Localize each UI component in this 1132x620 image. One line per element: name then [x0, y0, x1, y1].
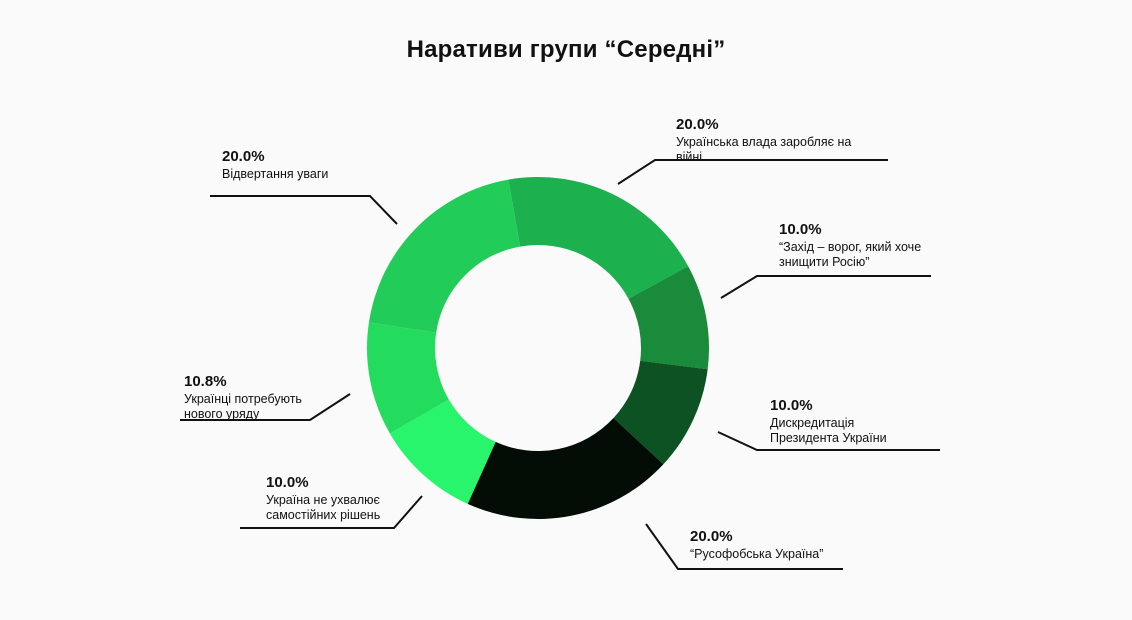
- leader-line-5: [240, 495, 423, 529]
- leader-line-2: [720, 275, 931, 299]
- slice-label-7: 20.0% Відвертання уваги: [222, 148, 328, 182]
- leader-line-1: [617, 159, 888, 185]
- leader-line-3: [717, 431, 940, 451]
- chart-title: Наративи групи “Середні”: [406, 36, 726, 63]
- slice-percent-label: 10.0%: [266, 474, 309, 491]
- slice-category-label: Президента України: [770, 431, 887, 445]
- slice-category-label: “Русофобська Україна”: [690, 547, 824, 561]
- leader-line-6: [180, 393, 351, 421]
- slice-label-5: 10.0% Україна не ухвалює самостійних рішен…: [266, 474, 380, 523]
- slice-label-3: 10.0% Дискредитація Президента України: [770, 397, 887, 446]
- slice-category-label: нового уряду: [184, 407, 260, 421]
- slice-percent-label: 20.0%: [676, 116, 719, 133]
- slice-label-2: 10.0% “Захід – ворог, який хоче знищити Ро…: [779, 221, 921, 270]
- slice-category-label: Дискредитація: [770, 416, 855, 430]
- slice-percent-label: 20.0%: [222, 148, 265, 165]
- slice-percent-label: 10.0%: [770, 397, 813, 414]
- slice-label-1: 20.0% Українська влада заробляє на війні: [676, 116, 851, 165]
- slice-category-label: Українська влада заробляє на: [676, 135, 852, 149]
- slice-category-label: війні: [676, 150, 703, 164]
- donut-slice-6: [367, 322, 449, 434]
- slice-category-label: Україна не ухвалює: [266, 493, 380, 507]
- donut-slice-3: [613, 360, 708, 465]
- slice-label-4: 20.0% “Русофобська Україна”: [690, 528, 823, 562]
- slice-category-label: “Захід – ворог, який хоче: [779, 240, 922, 254]
- slice-category-label: самостійних рішень: [266, 508, 381, 522]
- slice-percent-label: 20.0%: [690, 528, 733, 545]
- donut-slice-7: [368, 179, 521, 333]
- donut-slice-4: [467, 418, 664, 519]
- leader-line-7: [210, 195, 398, 225]
- slice-category-label: Відвертання уваги: [222, 167, 329, 181]
- slice-percent-label: 10.0%: [779, 221, 822, 238]
- donut-slice-2: [628, 266, 710, 370]
- donut-slice-1: [508, 177, 689, 299]
- slice-label-6: 10.8% Українці потребують нового уряду: [184, 373, 302, 422]
- donut-slice-5: [389, 399, 496, 504]
- slice-category-label: знищити Росію”: [779, 255, 870, 269]
- slice-percent-label: 10.8%: [184, 373, 227, 390]
- leader-line-4: [645, 523, 843, 570]
- slice-category-label: Українці потребують: [184, 392, 302, 406]
